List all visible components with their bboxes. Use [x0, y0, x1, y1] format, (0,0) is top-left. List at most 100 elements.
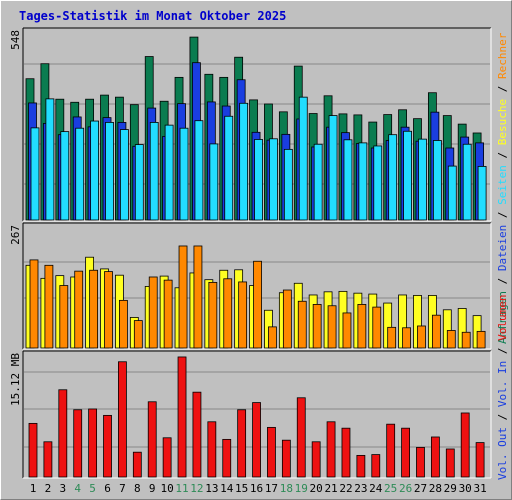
bar-rechner-day-21 — [327, 305, 337, 349]
x-tick-label: 18 — [280, 482, 293, 495]
bar-seiten-day-15 — [239, 102, 249, 221]
bar-rechner-day-19 — [297, 300, 307, 349]
bar-rechner-day-29 — [446, 330, 456, 349]
bar-volumen-day-19 — [296, 397, 306, 478]
bar-volumen-day-29 — [445, 448, 455, 478]
x-tick-label: 2 — [45, 482, 52, 495]
bar-seiten-day-25 — [388, 134, 398, 221]
y-max-label: 548 — [9, 30, 22, 50]
bar-rechner-day-27 — [417, 325, 426, 349]
legend--: / — [496, 79, 509, 99]
bar-seiten-day-20 — [313, 143, 323, 221]
bar-volumen-day-31 — [475, 442, 485, 478]
bar-seiten-day-29 — [447, 165, 457, 221]
bar-volumen-day-16 — [252, 402, 261, 478]
bar-seiten-day-16 — [254, 139, 263, 221]
x-tick-label: 9 — [149, 482, 156, 495]
bar-volumen-day-4 — [73, 409, 83, 478]
bar-volumen-day-12 — [192, 391, 202, 478]
bar-rechner-day-11 — [178, 245, 188, 349]
bar-rechner-day-14 — [223, 278, 233, 349]
bar-seiten-day-24 — [373, 145, 383, 221]
bar-volumen-day-5 — [88, 408, 98, 478]
bar-rechner-day-23 — [357, 304, 367, 349]
bar-seiten-day-19 — [298, 96, 308, 221]
x-tick-label: 10 — [161, 482, 174, 495]
bar-volumen-day-6 — [103, 414, 112, 478]
bar-seiten-day-27 — [418, 138, 427, 221]
bar-volumen-day-26 — [401, 427, 410, 478]
bar-rechner-day-15 — [238, 281, 248, 349]
x-tick-label: 8 — [134, 482, 141, 495]
bar-rechner-day-17 — [268, 326, 277, 349]
x-tick-label: 24 — [369, 482, 383, 495]
x-tick-label: 30 — [459, 482, 472, 495]
bar-rechner-day-3 — [59, 285, 69, 349]
bar-seiten-day-26 — [403, 130, 412, 221]
bar-volumen-day-23 — [356, 454, 366, 478]
bar-rechner-day-20 — [312, 304, 322, 349]
bar-volumen-day-10 — [162, 437, 172, 478]
bar-rechner-day-25 — [387, 326, 397, 349]
bar-rechner-day-10 — [163, 279, 173, 349]
bar-volumen-day-7 — [118, 361, 127, 478]
bar-volumen-day-9 — [147, 401, 157, 478]
bar-rechner-day-4 — [74, 270, 84, 349]
bar-seiten-day-9 — [149, 122, 159, 221]
bar-seiten-day-30 — [462, 143, 472, 221]
x-tick-label: 17 — [265, 482, 278, 495]
legend-vol-in: Vol. In — [496, 361, 509, 407]
bar-volumen-day-24 — [371, 454, 381, 478]
legend--: / — [496, 341, 509, 361]
x-tick-label: 13 — [205, 482, 218, 495]
legend-rechner: Rechner — [496, 32, 509, 79]
legend-volume-series: Vol. Out / Vol. In / Volumen — [496, 295, 509, 480]
bar-seiten-day-5 — [90, 120, 100, 221]
bar-seiten-day-3 — [60, 131, 70, 221]
x-tick-label: 11 — [175, 482, 188, 495]
bar-volumen-day-1 — [28, 422, 38, 478]
bar-volumen-day-15 — [237, 409, 247, 478]
x-tick-label: 29 — [444, 482, 457, 495]
legend-seiten: Seiten — [496, 165, 509, 205]
bar-volumen-day-27 — [416, 446, 425, 478]
bar-rechner-day-8 — [133, 320, 143, 349]
x-tick-label: 26 — [399, 482, 412, 495]
bar-volumen-day-11 — [177, 356, 187, 478]
x-tick-label: 20 — [310, 482, 323, 495]
bar-rechner-day-26 — [402, 327, 411, 349]
bar-volumen-day-14 — [222, 438, 232, 478]
x-tick-label: 12 — [190, 482, 203, 495]
x-tick-label: 6 — [104, 482, 111, 495]
bar-volumen-day-28 — [430, 436, 440, 478]
bar-seiten-day-17 — [269, 138, 278, 221]
legend-anfragen: Anfragen — [496, 291, 509, 344]
bar-seiten-day-1 — [30, 127, 40, 221]
bar-rechner-day-31 — [476, 330, 486, 349]
bar-rechner-day-1 — [29, 259, 39, 349]
x-tick-label: 1 — [30, 482, 37, 495]
bar-volumen-day-18 — [281, 439, 291, 478]
bar-rechner-day-16 — [253, 260, 262, 349]
x-tick-label: 25 — [384, 482, 397, 495]
x-tick-label: 31 — [473, 482, 486, 495]
x-tick-label: 28 — [429, 482, 442, 495]
bar-rechner-day-28 — [431, 314, 441, 349]
x-tick-label: 16 — [250, 482, 263, 495]
legend-volumen: Volumen — [496, 295, 509, 341]
x-tick-label: 22 — [339, 482, 352, 495]
legend-dateien: Dateien — [496, 225, 509, 271]
bar-seiten-day-28 — [432, 140, 442, 221]
x-tick-label: 4 — [74, 482, 81, 495]
bar-rechner-day-24 — [372, 306, 382, 349]
y-max-label: 15.12 MB — [9, 353, 22, 406]
bar-volumen-day-25 — [386, 423, 396, 478]
x-tick-label: 15 — [235, 482, 248, 495]
x-tick-label: 3 — [59, 482, 66, 495]
bar-volumen-day-2 — [43, 441, 53, 478]
bar-volumen-day-13 — [207, 421, 217, 478]
bar-rechner-day-13 — [208, 281, 218, 349]
bar-rechner-day-6 — [104, 271, 113, 349]
bar-seiten-day-10 — [164, 124, 174, 221]
